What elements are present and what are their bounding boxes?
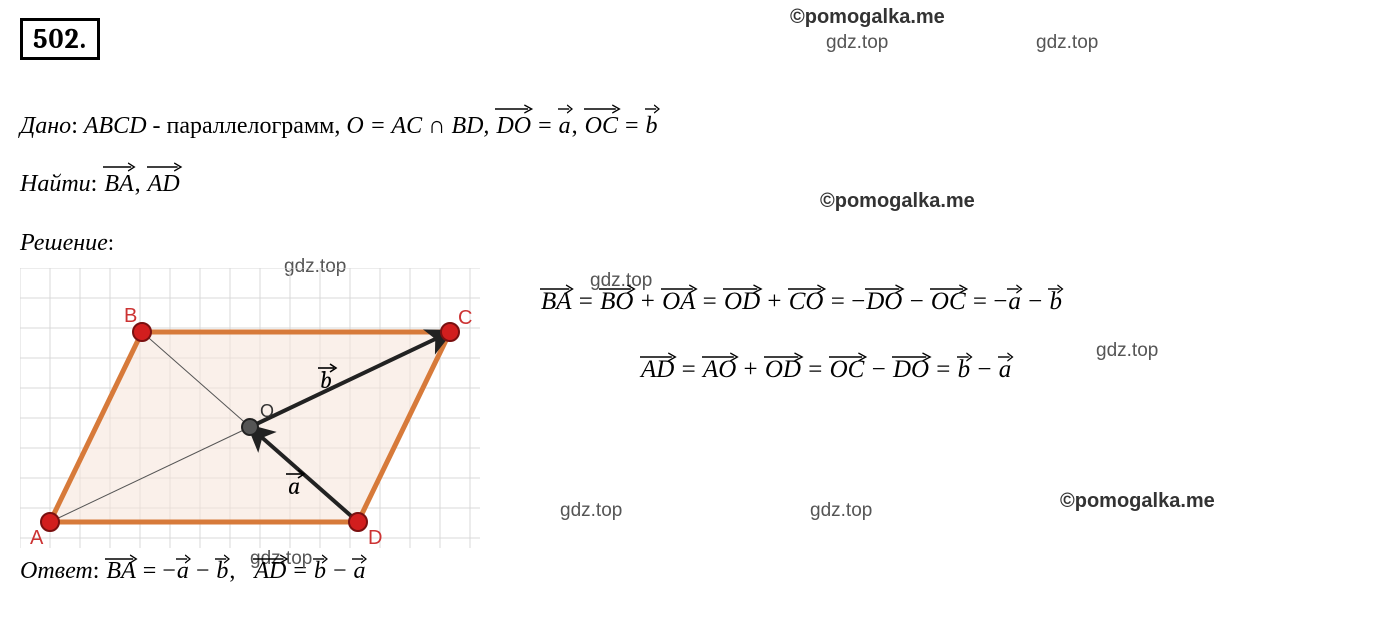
- find-line: Найти: BA, AD: [20, 166, 1380, 202]
- vec-CO: CO: [788, 288, 825, 316]
- equation-1: BA = BO + OA = OD + CO = −DO − OC = −a −…: [540, 288, 1380, 316]
- vec-BA: BA: [540, 288, 573, 316]
- svg-text:b: b: [320, 366, 332, 394]
- vec-BA: BA: [105, 558, 136, 585]
- diagram-column: A B C D Ob a: [20, 268, 500, 554]
- svg-text:A: A: [30, 527, 44, 548]
- vec-a: a: [1007, 288, 1022, 316]
- sep: :: [91, 171, 104, 197]
- vec-a: a: [176, 558, 190, 585]
- vec-OC: OC: [584, 108, 619, 144]
- svg-text:a: a: [288, 472, 300, 500]
- comma: ,: [572, 113, 584, 139]
- sep: :: [108, 228, 114, 256]
- o-eq: O = AC ∩ BD,: [346, 113, 489, 139]
- given-label: Дано: [20, 113, 71, 139]
- vec-a: a: [558, 108, 572, 144]
- diagram: A B C D Ob a: [20, 268, 500, 554]
- vec-DO: DO: [892, 356, 930, 384]
- vec-b: b: [1048, 288, 1063, 316]
- vec-AD: AD: [147, 166, 181, 202]
- watermark: gdz.top: [826, 32, 888, 54]
- given-line: Дано: ABCD - параллелограмм, O = AC ∩ BD…: [20, 108, 1380, 144]
- vec-b: b: [215, 558, 229, 585]
- answer-line: Ответ: BA = −a − b, AD = b − a: [20, 558, 1380, 585]
- sep: :: [93, 558, 106, 584]
- svg-text:O: O: [260, 401, 274, 421]
- vec-DO: DO: [495, 108, 532, 144]
- vec-OA: OA: [661, 288, 696, 316]
- shape-name: ABCD: [84, 113, 147, 139]
- vec-b: b: [645, 108, 659, 144]
- svg-text:D: D: [368, 527, 382, 548]
- vec-OD: OD: [723, 288, 761, 316]
- equations-column: BA = BO + OA = OD + CO = −DO − OC = −a −…: [500, 268, 1380, 424]
- eq: =: [625, 113, 645, 139]
- vec-a: a: [352, 558, 366, 585]
- vec-BO: BO: [599, 288, 634, 316]
- vec-AO: AO: [702, 356, 737, 384]
- vec-b: b: [957, 356, 972, 384]
- svg-text:C: C: [458, 307, 472, 329]
- vec-a: a: [998, 356, 1013, 384]
- watermark: gdz.top: [1036, 32, 1098, 54]
- find-label: Найти: [20, 171, 91, 197]
- sep: :: [71, 113, 84, 139]
- solution-label: Решение: [20, 228, 108, 256]
- vec-OC: OC: [930, 288, 967, 316]
- content-row: ABCDOba BA = BO + OA = OD + CO = −DO − O…: [20, 268, 1380, 554]
- eq: =: [538, 113, 558, 139]
- vec-OC: OC: [829, 356, 866, 384]
- vec-OD: OD: [764, 356, 802, 384]
- problem-number: 502.: [33, 23, 87, 55]
- svg-text:B: B: [124, 305, 137, 327]
- problem-number-box: 502.: [20, 18, 100, 60]
- solution-line: Решение:: [20, 224, 1380, 260]
- vec-DO: DO: [865, 288, 903, 316]
- equation-2: AD = AO + OD = OC − DO = b − a: [540, 356, 1380, 384]
- given-text: - параллелограмм,: [153, 113, 347, 139]
- vec-AD: AD: [640, 356, 675, 384]
- vec-AD: AD: [253, 558, 287, 585]
- parallelogram-diagram: A B C D Ob a: [20, 268, 480, 548]
- watermark: ©pomogalka.me: [790, 6, 945, 29]
- vec-b: b: [313, 558, 327, 585]
- vec-BA: BA: [103, 166, 134, 202]
- answer-label: Ответ: [20, 558, 93, 584]
